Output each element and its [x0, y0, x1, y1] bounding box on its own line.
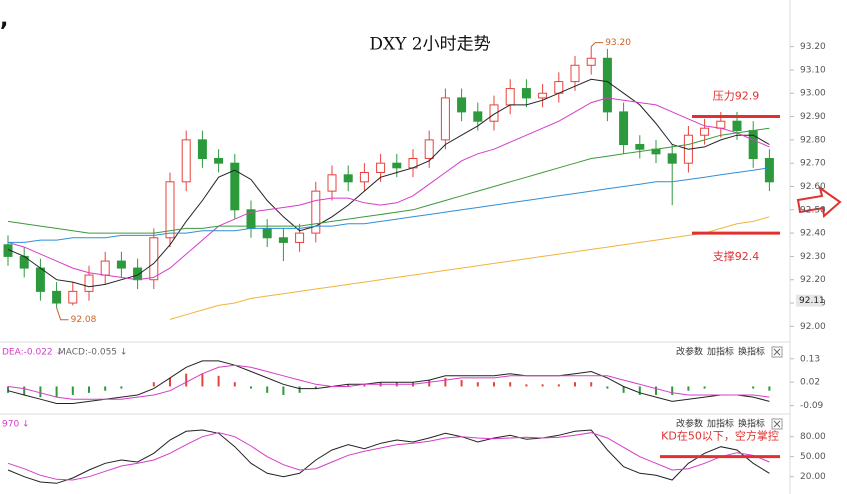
indicator-label: MACD:-0.055 ↓	[58, 348, 127, 358]
candle-body	[376, 162, 386, 173]
candle-body	[84, 274, 94, 292]
toolbar-button[interactable]: 改参数	[676, 346, 703, 358]
candle-body	[68, 290, 78, 304]
series-line	[7, 78, 770, 288]
close-icon	[773, 348, 781, 356]
y-tick-label: 92.70	[800, 159, 826, 169]
series-line	[7, 429, 770, 484]
y-tick-label: 92.00	[800, 322, 826, 332]
candle-body	[424, 139, 434, 160]
candle-body	[440, 97, 450, 141]
candle-body	[197, 139, 207, 160]
toolbar-button[interactable]: 加指标	[707, 346, 734, 358]
candle-body	[635, 144, 645, 150]
y-tick-label: 93.20	[800, 42, 826, 52]
price-marker-box	[796, 294, 822, 307]
toolbar-button[interactable]: 换指标	[738, 346, 765, 358]
y-tick-label: 80.00	[800, 432, 826, 442]
candle-body	[359, 171, 369, 183]
y-tick-label: 92.60	[800, 182, 826, 192]
annotation-leader	[56, 307, 69, 321]
candle-body	[295, 232, 305, 243]
candle-body	[100, 260, 110, 276]
toolbar-button[interactable]: 改参数	[676, 418, 703, 430]
level-label: KD在50以下，空方掌控	[661, 429, 779, 443]
candle-body	[149, 237, 159, 281]
y-tick-label: 0.02	[800, 378, 820, 388]
candle-body	[327, 174, 337, 192]
y-tick-label: 93.10	[800, 65, 826, 75]
level-label: 支撑92.4	[713, 249, 760, 263]
price-marker-label: 92.11	[799, 296, 825, 306]
annotation-leader	[590, 42, 604, 47]
candle-body	[619, 111, 629, 146]
y-tick-label: 92.90	[800, 112, 826, 122]
candle-body	[505, 88, 515, 106]
candle-body	[343, 174, 353, 183]
candle-body	[35, 267, 45, 292]
candle-body	[489, 104, 499, 122]
y-tick-label: 92.80	[800, 135, 826, 145]
indicator-label: 970 ↓	[2, 420, 30, 430]
candle-body	[214, 158, 224, 164]
candle-body	[278, 237, 288, 243]
candle-body	[165, 181, 175, 239]
y-tick-label: 20.00	[800, 472, 826, 482]
series-line	[7, 360, 770, 404]
indicator-label: DEA:-0.022 ↓	[2, 348, 63, 358]
corner-mark: ,	[0, 7, 8, 32]
y-tick-label: -0.09	[800, 401, 824, 411]
y-tick-label: 92.20	[800, 275, 826, 285]
close-icon	[773, 420, 781, 428]
candle-body	[716, 120, 726, 129]
y-tick-label: 0.13	[800, 354, 820, 364]
candle-body	[521, 88, 531, 99]
series-line	[7, 127, 770, 234]
candle-body	[586, 57, 596, 66]
y-tick-label: 50.00	[800, 452, 826, 462]
y-tick-label: 92.50	[800, 205, 826, 215]
candle-body	[52, 290, 62, 304]
y-tick-label: 92.40	[800, 229, 826, 239]
series-line	[7, 364, 770, 400]
series-line	[169, 216, 770, 320]
candle-body	[116, 260, 126, 269]
y-tick-label: 93.00	[800, 89, 826, 99]
candle-body	[181, 139, 191, 183]
candle-body	[667, 153, 677, 164]
series-line	[7, 432, 770, 481]
annotation-label: 92.08	[71, 315, 97, 325]
candle-body	[538, 92, 548, 99]
series-line	[8, 167, 770, 243]
candle-body	[473, 111, 483, 122]
toolbar-button[interactable]: 换指标	[738, 418, 765, 430]
candle-body	[392, 162, 402, 169]
chart-title: DXY 2小时走势	[369, 35, 490, 55]
candle-body	[311, 190, 321, 234]
level-label: 压力92.9	[713, 90, 760, 103]
candle-body	[732, 120, 742, 132]
candle-body	[133, 267, 143, 281]
candle-body	[764, 158, 774, 183]
candle-body	[602, 57, 612, 113]
y-tick-label: 92.30	[800, 252, 826, 262]
candle-body	[570, 64, 580, 83]
arrow-icon	[796, 185, 842, 218]
series-line	[7, 97, 770, 281]
candle-body	[700, 127, 710, 136]
candle-body	[262, 227, 272, 239]
toolbar-button[interactable]: 加指标	[707, 418, 734, 430]
annotation-label: 93.20	[605, 38, 631, 48]
candle-body	[457, 97, 467, 113]
candle-body	[230, 162, 240, 211]
